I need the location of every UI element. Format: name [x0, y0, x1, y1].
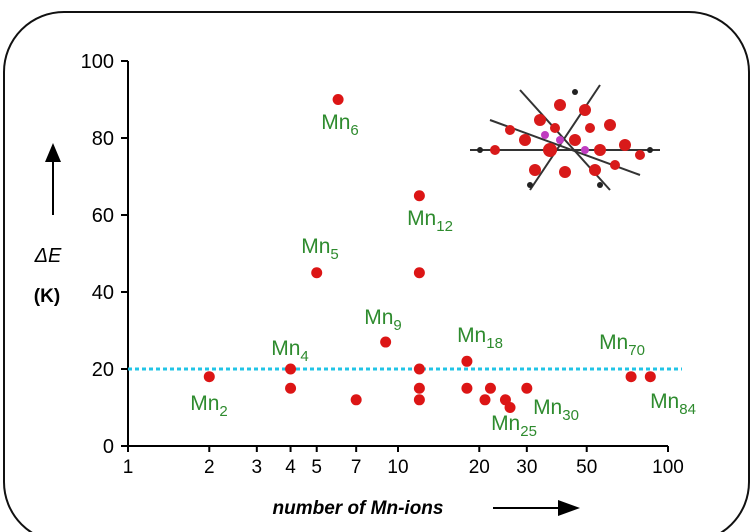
label-base: Mn [190, 392, 219, 415]
molecule-illustration [470, 85, 660, 190]
label-base: Mn [533, 396, 562, 419]
x-tick-label: 3 [252, 457, 263, 478]
data-point [521, 383, 532, 394]
point-label: Mn25 [491, 412, 537, 440]
data-point [479, 394, 490, 405]
x-tick-label: 5 [311, 457, 322, 478]
point-label: Mn30 [533, 396, 579, 424]
data-point [485, 383, 496, 394]
y-tick-label: 80 [92, 128, 114, 150]
y-tick-label: 100 [81, 51, 114, 73]
y-axis-label: ΔE [34, 245, 62, 267]
data-point [645, 371, 656, 382]
label-base: Mn [491, 412, 520, 435]
y-arrow [45, 143, 61, 215]
point-label: Mn6 [321, 111, 359, 139]
point-label: Mn9 [364, 306, 402, 334]
chart: ΔE (K) number of Mn-ions 020406080100123… [0, 0, 753, 532]
label-subscript: 18 [486, 335, 503, 352]
label-base: Mn [457, 324, 486, 347]
data-point [414, 394, 425, 405]
x-arrow [493, 500, 580, 516]
x-tick-label: 100 [652, 457, 684, 478]
data-point [311, 267, 322, 278]
label-subscript: 12 [436, 218, 453, 235]
x-tick-label: 10 [387, 457, 408, 478]
label-subscript: 5 [330, 246, 338, 263]
x-tick-label: 1 [123, 457, 134, 478]
data-point [285, 364, 296, 375]
data-point [461, 356, 472, 367]
x-axis-label: number of Mn-ions [273, 498, 444, 519]
label-subscript: 2 [219, 403, 227, 420]
x-tick-label: 50 [576, 457, 597, 478]
y-tick-label: 0 [103, 436, 114, 458]
x-tick-label: 4 [285, 457, 296, 478]
data-point [414, 364, 425, 375]
data-point [333, 94, 344, 105]
label-base: Mn [301, 235, 330, 258]
x-tick-label: 7 [351, 457, 362, 478]
x-tick-label: 2 [204, 457, 215, 478]
point-label: Mn4 [271, 337, 309, 365]
label-subscript: 25 [520, 423, 537, 440]
y-tick-label: 20 [92, 359, 114, 381]
page: {"chart_data": {"type": "scatter", "x_la… [0, 0, 753, 532]
label-base: Mn [271, 337, 300, 360]
y-axis-unit: (K) [34, 286, 60, 307]
y-tick-label: 60 [92, 205, 114, 227]
x-tick-label: 20 [469, 457, 490, 478]
data-point [626, 371, 637, 382]
frame [4, 12, 749, 532]
data-point [285, 383, 296, 394]
label-subscript: 4 [300, 348, 308, 365]
label-base: Mn [599, 331, 628, 354]
label-base: Mn [364, 306, 393, 329]
label-subscript: 9 [393, 317, 401, 334]
data-point [414, 383, 425, 394]
point-label: Mn70 [599, 331, 645, 359]
data-point [351, 394, 362, 405]
data-point [414, 267, 425, 278]
label-base: Mn [407, 207, 436, 230]
point-label: Mn5 [301, 235, 339, 263]
label-subscript: 70 [628, 342, 645, 359]
point-label: Mn18 [457, 324, 503, 352]
data-point [414, 190, 425, 201]
x-tick-label: 30 [516, 457, 537, 478]
label-subscript: 84 [679, 401, 696, 418]
label-base: Mn [321, 111, 350, 134]
data-point [204, 371, 215, 382]
point-label: Mn84 [650, 390, 696, 418]
point-label: Mn2 [190, 392, 228, 420]
point-label: Mn12 [407, 207, 453, 235]
label-base: Mn [650, 390, 679, 413]
label-subscript: 30 [562, 407, 579, 424]
data-point [461, 383, 472, 394]
y-tick-label: 40 [92, 282, 114, 304]
data-point [380, 337, 391, 348]
label-subscript: 6 [350, 122, 358, 139]
